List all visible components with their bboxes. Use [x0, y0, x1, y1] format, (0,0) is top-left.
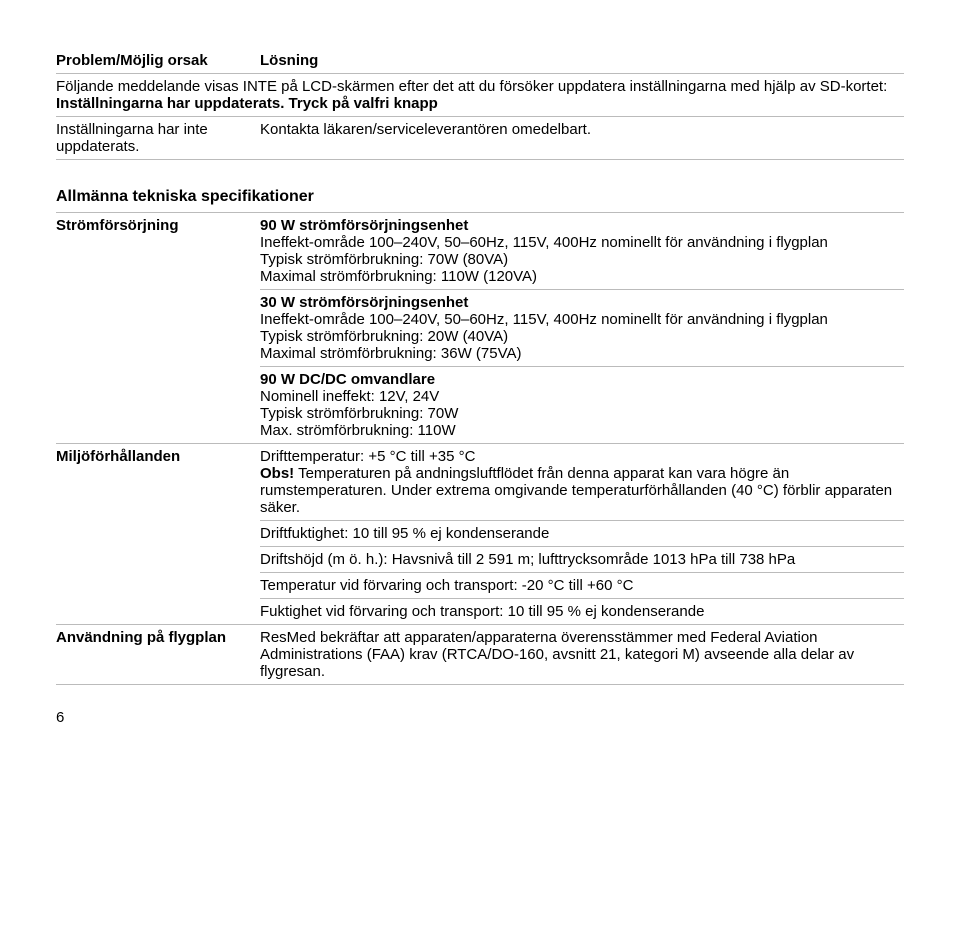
env-line: Temperatur vid förvaring och transport: …: [260, 573, 904, 599]
env-line: Drifttemperatur: +5 °C till +35 °C: [260, 448, 904, 465]
env-note-text: Temperaturen på andningsluftflödet från …: [260, 465, 892, 516]
problem-text: Inställningarna har inte uppdaterats.: [56, 117, 260, 159]
spec-label-flight: Användning på flygplan: [56, 625, 260, 684]
psu30-heading: 30 W strömförsörjningsenhet: [260, 294, 904, 311]
table-row: Inställningarna har inte uppdaterats. Ko…: [56, 117, 904, 160]
psu30-line: Typisk strömförbrukning: 20W (40VA): [260, 328, 904, 345]
env-line: Driftfuktighet: 10 till 95 % ej kondense…: [260, 521, 904, 547]
spec-row-power: Strömförsörjning 90 W strömförsörjningse…: [56, 213, 904, 444]
spec-title: Allmänna tekniska specifikationer: [56, 188, 904, 206]
message-intro: Följande meddelande visas INTE på LCD-sk…: [56, 78, 887, 95]
psu30-line: Ineffekt-område 100–240V, 50–60Hz, 115V,…: [260, 311, 904, 328]
message-bold: Inställningarna har uppdaterats. Tryck p…: [56, 95, 438, 112]
solution-text: Kontakta läkaren/serviceleverantören ome…: [260, 117, 904, 159]
env-note: Obs! Temperaturen på andningsluftflödet …: [260, 465, 904, 516]
dcdc-line: Max. strömförbrukning: 110W: [260, 422, 904, 439]
psu90-heading: 90 W strömförsörjningsenhet: [260, 217, 904, 234]
spec-flight-text: ResMed bekräftar att apparaten/apparater…: [260, 625, 904, 684]
dcdc-heading: 90 W DC/DC omvandlare: [260, 371, 904, 388]
dcdc-line: Nominell ineffekt: 12V, 24V: [260, 388, 904, 405]
col-header-solution: Lösning: [260, 48, 904, 73]
spec-row-env: Miljöförhållanden Drifttemperatur: +5 °C…: [56, 444, 904, 625]
env-note-label: Obs!: [260, 465, 294, 482]
psu90-line: Typisk strömförbrukning: 70W (80VA): [260, 251, 904, 268]
spec-row-flight: Användning på flygplan ResMed bekräftar …: [56, 625, 904, 685]
spec-label-power: Strömförsörjning: [56, 213, 260, 443]
col-header-problem: Problem/Möjlig orsak: [56, 48, 260, 73]
table-header-row: Problem/Möjlig orsak Lösning: [56, 48, 904, 74]
psu30-line: Maximal strömförbrukning: 36W (75VA): [260, 345, 904, 362]
psu90-line: Maximal strömförbrukning: 110W (120VA): [260, 268, 904, 285]
psu90-line: Ineffekt-område 100–240V, 50–60Hz, 115V,…: [260, 234, 904, 251]
spec-table: Strömförsörjning 90 W strömförsörjningse…: [56, 212, 904, 685]
env-line: Fuktighet vid förvaring och transport: 1…: [260, 599, 904, 624]
top-table: Problem/Möjlig orsak Lösning Följande me…: [56, 48, 904, 160]
page-number: 6: [56, 709, 904, 726]
dcdc-line: Typisk strömförbrukning: 70W: [260, 405, 904, 422]
table-row: Följande meddelande visas INTE på LCD-sk…: [56, 74, 904, 117]
spec-label-env: Miljöförhållanden: [56, 444, 260, 624]
env-line: Driftshöjd (m ö. h.): Havsnivå till 2 59…: [260, 547, 904, 573]
